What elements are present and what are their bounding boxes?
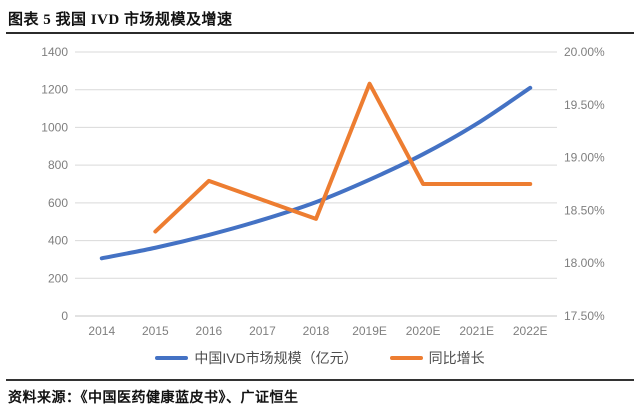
title-divider-line bbox=[6, 32, 634, 34]
y-axis-right-labels: 17.50% 18.00% 18.50% 19.00% 19.50% 20.00% bbox=[564, 45, 605, 323]
legend-item-yoy-growth: 同比增长 bbox=[389, 350, 485, 366]
legend-label-yoy-growth: 同比增长 bbox=[428, 350, 485, 366]
svg-text:19.00%: 19.00% bbox=[564, 151, 605, 165]
y-axis-left-labels: 0 200 400 600 800 1000 1200 1400 bbox=[41, 45, 68, 323]
svg-text:2019E: 2019E bbox=[352, 324, 387, 338]
svg-text:2017: 2017 bbox=[249, 324, 276, 338]
svg-text:2022E: 2022E bbox=[513, 324, 548, 338]
svg-text:18.50%: 18.50% bbox=[564, 203, 605, 217]
svg-text:19.50%: 19.50% bbox=[564, 98, 605, 112]
footer-divider-line bbox=[6, 379, 634, 381]
svg-text:20.00%: 20.00% bbox=[564, 45, 605, 59]
series-line-yoy-growth bbox=[153, 81, 533, 234]
svg-text:1200: 1200 bbox=[41, 83, 68, 97]
svg-text:800: 800 bbox=[48, 158, 68, 172]
series-lines bbox=[99, 81, 533, 261]
chart-title: 图表 5 我国 IVD 市场规模及增速 bbox=[8, 12, 233, 28]
svg-text:0: 0 bbox=[61, 309, 68, 323]
svg-text:400: 400 bbox=[48, 234, 68, 248]
market-size-line-swatch bbox=[155, 356, 189, 360]
source-note: 资料来源：《中国医药健康蓝皮书》、广证恒生 bbox=[8, 391, 299, 406]
legend-label-market-size: 中国IVD市场规模（亿元） bbox=[194, 350, 358, 366]
svg-text:18.00%: 18.00% bbox=[564, 256, 605, 270]
svg-text:2020E: 2020E bbox=[406, 324, 441, 338]
series-line-market-size bbox=[99, 85, 533, 261]
svg-text:17.50%: 17.50% bbox=[564, 309, 605, 323]
chart-legend: 中国IVD市场规模（亿元） 同比增长 bbox=[0, 349, 640, 367]
svg-text:200: 200 bbox=[48, 271, 68, 285]
svg-text:2018: 2018 bbox=[303, 324, 330, 338]
svg-text:2016: 2016 bbox=[196, 324, 223, 338]
svg-text:2015: 2015 bbox=[142, 324, 169, 338]
svg-text:2014: 2014 bbox=[88, 324, 115, 338]
yoy-growth-line-swatch bbox=[389, 356, 423, 360]
svg-text:1000: 1000 bbox=[41, 120, 68, 134]
x-axis-labels: 2014 2015 2016 2017 2018 2019E 2020E 2021E 2022E bbox=[88, 324, 547, 338]
legend-item-market-size: 中国IVD市场规模（亿元） bbox=[155, 350, 358, 366]
svg-text:2021E: 2021E bbox=[459, 324, 494, 338]
svg-text:1400: 1400 bbox=[41, 45, 68, 59]
line-chart-canvas: 0 200 400 600 800 1000 1200 1400 17.50% 18.00% 18… bbox=[41, 45, 605, 338]
svg-text:600: 600 bbox=[48, 196, 68, 210]
